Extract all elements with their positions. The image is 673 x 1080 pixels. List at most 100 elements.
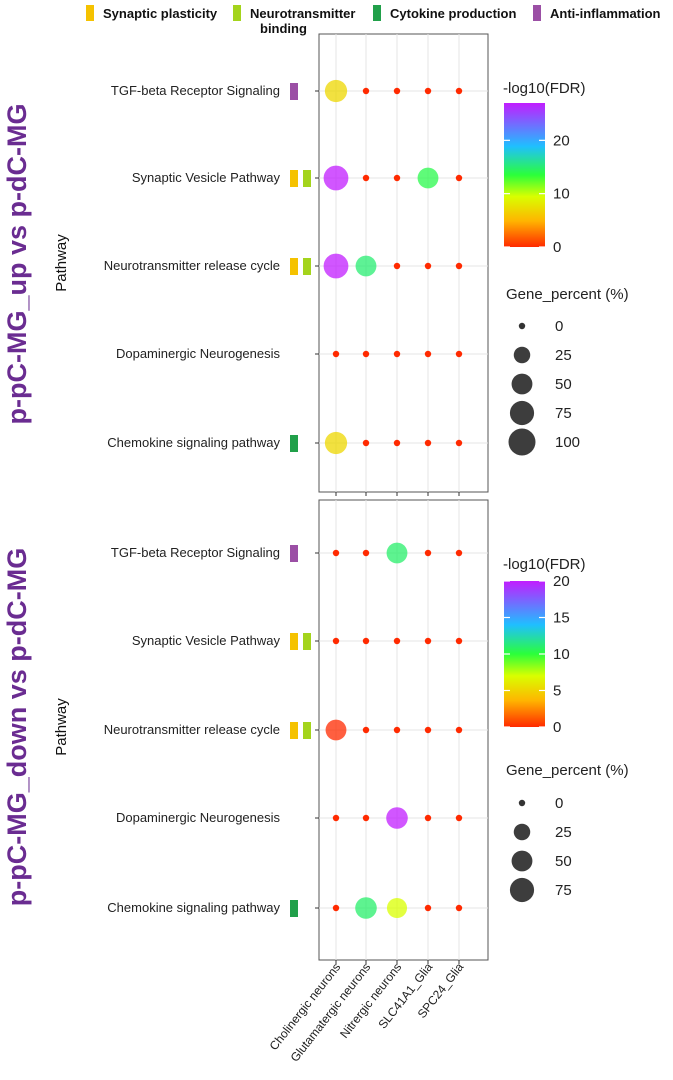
dot-2-1 <box>362 726 370 734</box>
dot-2-4 <box>455 726 463 734</box>
dot-1-3 <box>417 167 439 189</box>
color-legend-2-bar <box>504 581 545 727</box>
dot-1-4 <box>455 637 463 645</box>
dot-3-4 <box>455 350 463 358</box>
color-legend-1-bar <box>504 103 545 247</box>
legend-label-synaptic: Synaptic plasticity <box>103 6 218 21</box>
dot-0-4 <box>455 87 463 95</box>
dot-0-2 <box>393 87 401 95</box>
dot-1-0 <box>332 637 340 645</box>
size-legend-dot <box>511 850 533 872</box>
color-legend-tick-label: 0 <box>553 719 561 736</box>
color-legend-tick-label: 5 <box>553 683 561 700</box>
size-legend-label: 100 <box>555 434 580 451</box>
panel-2-y-axis-title: Pathway <box>53 698 70 756</box>
size-legend-2-title: Gene_percent (%) <box>506 762 629 779</box>
dot-3-0 <box>332 350 340 358</box>
dot-4-2 <box>386 897 408 919</box>
dot-3-2 <box>393 350 401 358</box>
color-legend-1: -log10(FDR) 0 10 20 <box>503 80 586 256</box>
panel-2-title: p-pC-MG_down vs p-dC-MG <box>2 548 32 906</box>
dot-2-3 <box>424 262 432 270</box>
pathway-label: Synaptic Vesicle Pathway <box>132 633 281 648</box>
dot-1-0 <box>323 165 349 191</box>
pathway-label: TGF-beta Receptor Signaling <box>111 545 280 560</box>
dot-0-3 <box>424 87 432 95</box>
size-legend-2-items: 0 25 50 75 <box>509 795 572 903</box>
pathway-label: Dopaminergic Neurogenesis <box>116 810 281 825</box>
pathway-label: Chemokine signaling pathway <box>107 435 280 450</box>
dot-0-0 <box>332 549 340 557</box>
size-legend-dot <box>508 428 536 456</box>
dot-3-1 <box>362 350 370 358</box>
legend-swatch-anti-inflammation <box>533 5 541 21</box>
panel-1-y-axis-title: Pathway <box>53 234 70 292</box>
color-legend-tick-label: 10 <box>553 646 570 663</box>
dot-4-3 <box>424 439 432 447</box>
pathway-category-tag-neurotransmitter <box>303 633 311 650</box>
size-legend-dot <box>511 373 533 395</box>
size-legend-2: Gene_percent (%) 0 25 50 75 <box>506 762 629 903</box>
dot-3-1 <box>362 814 370 822</box>
size-legend-dot <box>518 799 526 807</box>
legend-swatch-neurotransmitter <box>233 5 241 21</box>
legend-label-anti-inflammation: Anti-inflammation <box>550 6 661 21</box>
color-legend-2-ticks: 0 5 10 15 20 <box>504 573 570 736</box>
legend-swatch-synaptic <box>86 5 94 21</box>
dot-2-3 <box>424 726 432 734</box>
dot-1-1 <box>362 174 370 182</box>
size-legend-dot <box>509 400 535 426</box>
dot-2-0 <box>325 719 347 741</box>
dot-4-3 <box>424 904 432 912</box>
panel-2-plot: TGF-beta Receptor Signaling Synaptic Vesi… <box>104 499 489 964</box>
size-legend-1: Gene_percent (%) 0 25 50 75 100 <box>506 286 629 456</box>
dot-0-1 <box>362 87 370 95</box>
dot-4-0 <box>332 904 340 912</box>
size-legend-label: 50 <box>555 853 572 870</box>
pathway-label: Chemokine signaling pathway <box>107 900 280 915</box>
size-legend-label: 0 <box>555 318 563 335</box>
dot-1-3 <box>424 637 432 645</box>
size-legend-label: 25 <box>555 347 572 364</box>
size-legend-dot <box>518 322 526 330</box>
dot-0-1 <box>362 549 370 557</box>
pathway-category-tag-synaptic <box>290 633 298 650</box>
color-legend-tick-label: 20 <box>553 573 570 590</box>
pathway-label: TGF-beta Receptor Signaling <box>111 83 280 98</box>
dot-2-2 <box>393 262 401 270</box>
size-legend-1-items: 0 25 50 75 100 <box>508 318 580 456</box>
pathway-category-tag-anti-inflammation <box>290 83 298 100</box>
pathway-category-tag-neurotransmitter <box>303 258 311 275</box>
size-legend-label: 75 <box>555 882 572 899</box>
color-legend-1-ticks: 0 10 20 <box>504 132 570 256</box>
pathway-label: Synaptic Vesicle Pathway <box>132 170 281 185</box>
pathway-label: Neurotransmitter release cycle <box>104 722 280 737</box>
dot-3-3 <box>424 350 432 358</box>
category-legend: Synaptic plasticity Neurotransmitter bind… <box>86 5 661 36</box>
dot-0-0 <box>324 79 348 103</box>
size-legend-label: 25 <box>555 824 572 841</box>
pathway-category-tag-anti-inflammation <box>290 545 298 562</box>
color-legend-tick-label: 0 <box>553 239 561 256</box>
legend-label-neurotransmitter: Neurotransmitter binding <box>250 6 355 36</box>
size-legend-dot <box>513 823 531 841</box>
pathway-category-tag-neurotransmitter <box>303 722 311 739</box>
dot-4-2 <box>393 439 401 447</box>
size-legend-label: 75 <box>555 405 572 422</box>
dot-2-4 <box>455 262 463 270</box>
dot-0-3 <box>424 549 432 557</box>
pathway-category-tag-synaptic <box>290 258 298 275</box>
pathway-category-tag-synaptic <box>290 722 298 739</box>
dot-4-4 <box>455 439 463 447</box>
dot-0-2 <box>386 542 408 564</box>
dot-4-4 <box>455 904 463 912</box>
color-legend-tick-label: 20 <box>553 132 570 149</box>
pathway-category-tag-synaptic <box>290 170 298 187</box>
color-legend-2-title: -log10(FDR) <box>503 556 586 573</box>
dot-3-0 <box>332 814 340 822</box>
panel-1-plot: TGF-beta Receptor Signaling Synaptic Vesi… <box>104 33 489 496</box>
size-legend-dot <box>509 877 535 903</box>
size-legend-label: 50 <box>555 376 572 393</box>
